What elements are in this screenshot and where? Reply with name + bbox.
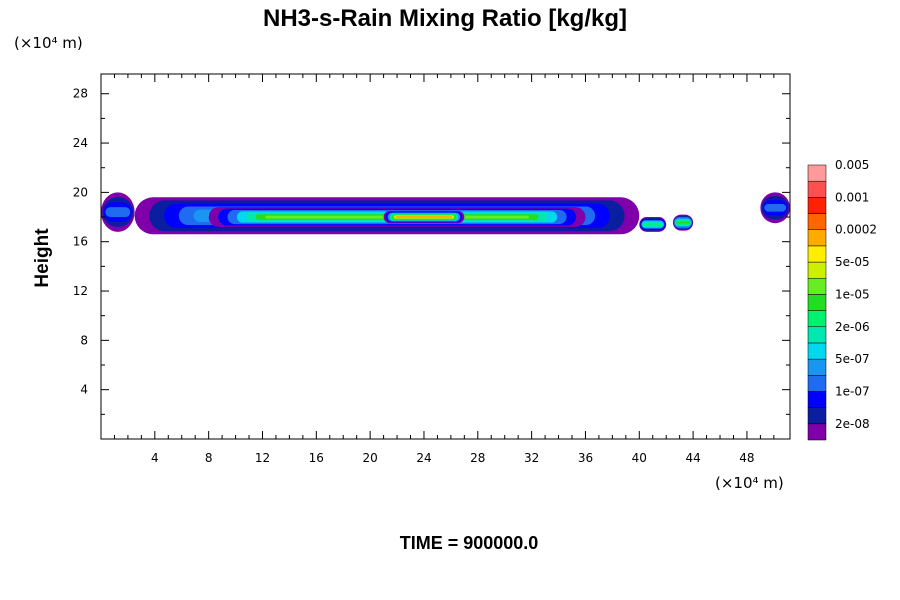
- colorbar-label: 1e-07: [835, 384, 870, 398]
- field-contour: [675, 221, 691, 224]
- x-tick-label: 24: [416, 451, 431, 465]
- colorbar-label: 5e-07: [835, 352, 870, 366]
- x-tick-label: 8: [205, 451, 213, 465]
- field-contour: [395, 216, 453, 218]
- y-axis-ticks: 4 8 12 16 20 24 28: [73, 87, 790, 415]
- y-tick-label: 16: [73, 235, 88, 249]
- colorbar-swatch: [807, 407, 827, 425]
- y-tick-label: 12: [73, 284, 88, 298]
- colorbar-swatch: [807, 358, 827, 376]
- y-unit-label: (×10⁴ m): [14, 34, 83, 52]
- chart-title: NH3-s-Rain Mixing Ratio [kg/kg]: [263, 5, 627, 32]
- x-tick-label: 44: [685, 451, 700, 465]
- y-axis-label: Height: [32, 228, 53, 288]
- colorbar-label: 0.005: [835, 158, 869, 172]
- colorbar-swatch: [807, 423, 827, 441]
- x-unit-label: (×10⁴ m): [715, 474, 784, 492]
- colorbar-swatch: [807, 391, 827, 408]
- y-tick-label: 4: [80, 383, 88, 397]
- colorbar-swatch: [807, 180, 827, 198]
- colorbar-swatch: [807, 342, 827, 360]
- field-contour: [105, 207, 131, 218]
- field-contour: [764, 203, 787, 212]
- field-layer: [101, 192, 790, 235]
- plot-frame: [100, 73, 791, 440]
- colorbar-label: 5e-05: [835, 255, 870, 269]
- colorbar-swatch: [807, 261, 827, 279]
- colorbar-swatch: [807, 310, 827, 328]
- colorbar-label: 2e-08: [835, 417, 870, 431]
- x-tick-label: 40: [632, 451, 647, 465]
- field-contour: [643, 223, 663, 226]
- y-tick-label: 28: [73, 87, 88, 101]
- x-tick-label: 36: [578, 451, 593, 465]
- colorbar-swatch: [807, 164, 827, 182]
- x-tick-label: 32: [524, 451, 539, 465]
- y-tick-label: 8: [80, 333, 88, 347]
- x-tick-label: 20: [363, 451, 378, 465]
- y-tick-label: 24: [73, 136, 88, 150]
- colorbar-label: 0.0002: [835, 223, 877, 237]
- x-tick-label: 28: [470, 451, 485, 465]
- time-label: TIME = 900000.0: [400, 533, 539, 553]
- colorbar-swatch: [807, 375, 827, 392]
- colorbar-label: 0.001: [835, 190, 869, 204]
- colorbar-swatch: [807, 277, 827, 295]
- colorbar-swatch: [807, 229, 827, 247]
- colorbar-swatch: [807, 213, 827, 230]
- x-tick-label: 4: [151, 451, 159, 465]
- x-tick-label: 16: [309, 451, 324, 465]
- colorbar-label: 2e-06: [835, 320, 870, 334]
- y-tick-label: 20: [73, 185, 88, 199]
- x-tick-label: 12: [255, 451, 270, 465]
- colorbar-swatch: [807, 197, 827, 214]
- colorbar: 2e-08 1e-07 5e-07 2e-06 1e-05 5e-05 0.0002 0.00…: [807, 158, 877, 441]
- x-tick-label: 48: [739, 451, 754, 465]
- colorbar-swatch: [807, 245, 827, 263]
- colorbar-swatch: [807, 294, 827, 311]
- colorbar-label: 1e-05: [835, 287, 870, 301]
- plot-data: [101, 192, 790, 235]
- x-axis-ticks: 4 8 12 16 20 24 28 32 36 40 44 48: [113, 74, 775, 465]
- colorbar-swatch: [807, 326, 827, 344]
